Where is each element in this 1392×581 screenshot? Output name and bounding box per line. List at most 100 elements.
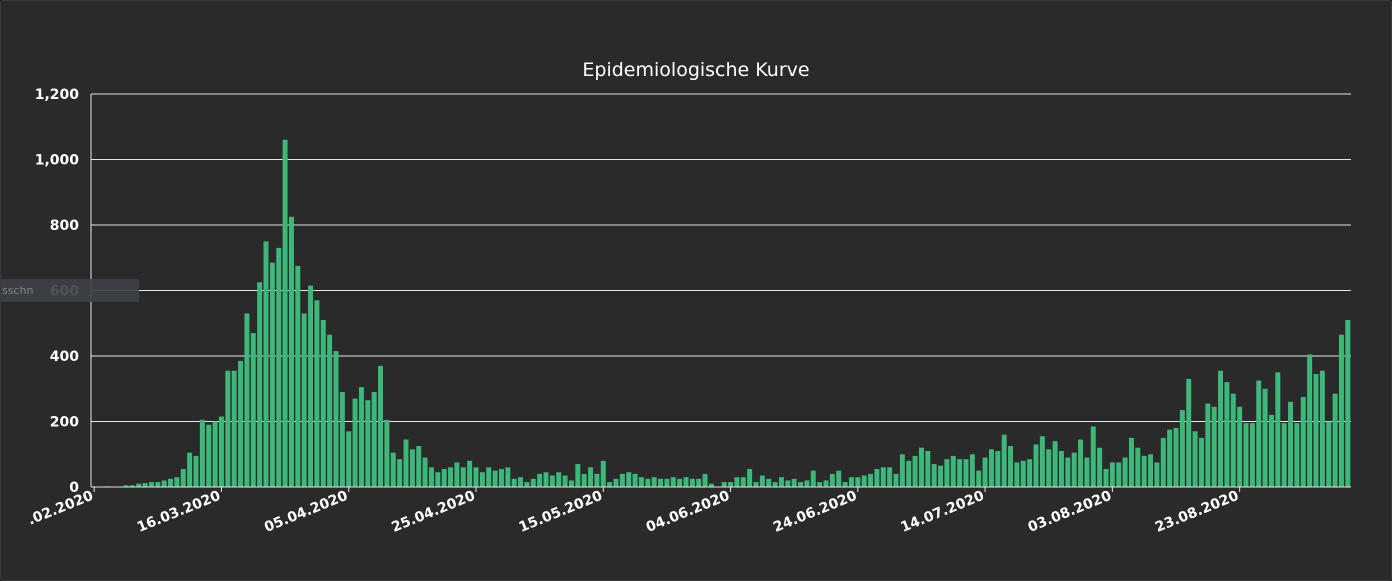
- bar[interactable]: [1262, 388, 1268, 487]
- bar[interactable]: [1186, 378, 1192, 487]
- bar[interactable]: [187, 452, 193, 487]
- bar[interactable]: [1084, 457, 1090, 487]
- bar[interactable]: [1103, 468, 1109, 487]
- bar[interactable]: [734, 477, 740, 487]
- bar[interactable]: [225, 370, 231, 487]
- bar[interactable]: [218, 416, 224, 487]
- bar[interactable]: [422, 457, 428, 487]
- bar[interactable]: [1307, 354, 1313, 487]
- bar[interactable]: [1256, 380, 1262, 487]
- bar[interactable]: [371, 392, 377, 487]
- bar[interactable]: [912, 455, 918, 487]
- bar[interactable]: [180, 468, 186, 487]
- bar[interactable]: [1332, 393, 1338, 487]
- bar[interactable]: [441, 468, 447, 487]
- bar[interactable]: [651, 477, 657, 487]
- bar[interactable]: [988, 449, 994, 487]
- bar[interactable]: [1288, 401, 1294, 487]
- bar[interactable]: [238, 360, 244, 487]
- bar[interactable]: [1078, 439, 1084, 487]
- bar[interactable]: [708, 483, 714, 487]
- bar[interactable]: [1154, 462, 1160, 487]
- bar[interactable]: [677, 478, 683, 487]
- bar[interactable]: [384, 419, 390, 487]
- bar[interactable]: [1071, 452, 1077, 487]
- bar[interactable]: [314, 300, 320, 487]
- bar[interactable]: [511, 478, 517, 487]
- bar[interactable]: [320, 319, 326, 487]
- bar[interactable]: [1211, 406, 1217, 487]
- bar[interactable]: [740, 477, 746, 487]
- bar[interactable]: [161, 480, 167, 487]
- bar[interactable]: [1090, 426, 1096, 487]
- bar[interactable]: [1294, 423, 1300, 487]
- bar[interactable]: [467, 460, 473, 487]
- bar[interactable]: [492, 470, 498, 488]
- bar[interactable]: [199, 419, 205, 487]
- bar[interactable]: [632, 473, 638, 487]
- bar[interactable]: [810, 470, 816, 488]
- bar[interactable]: [626, 472, 632, 487]
- bar[interactable]: [1097, 447, 1103, 487]
- bar[interactable]: [1249, 423, 1255, 487]
- bar[interactable]: [969, 454, 975, 487]
- bar[interactable]: [308, 285, 314, 487]
- bar[interactable]: [1058, 450, 1064, 487]
- bar[interactable]: [728, 482, 734, 487]
- bar[interactable]: [868, 473, 874, 487]
- bar[interactable]: [193, 455, 199, 487]
- bar[interactable]: [785, 480, 791, 487]
- bar[interactable]: [390, 452, 396, 487]
- bar[interactable]: [518, 477, 524, 487]
- bar[interactable]: [269, 262, 275, 487]
- bar[interactable]: [250, 333, 256, 487]
- bar[interactable]: [409, 449, 415, 487]
- bar[interactable]: [257, 282, 263, 487]
- bar[interactable]: [435, 472, 441, 487]
- bar[interactable]: [1224, 382, 1230, 487]
- bar[interactable]: [887, 467, 893, 487]
- bar[interactable]: [696, 478, 702, 487]
- bar[interactable]: [1167, 429, 1173, 487]
- bar[interactable]: [448, 467, 454, 487]
- bar[interactable]: [282, 139, 288, 487]
- bar[interactable]: [747, 468, 753, 487]
- bar[interactable]: [1218, 370, 1224, 487]
- bar[interactable]: [454, 462, 460, 487]
- bar[interactable]: [537, 473, 543, 487]
- bar[interactable]: [1109, 462, 1115, 487]
- bar[interactable]: [403, 439, 409, 487]
- bar[interactable]: [562, 475, 568, 487]
- bar[interactable]: [1338, 334, 1344, 487]
- bar[interactable]: [1148, 454, 1154, 487]
- bar[interactable]: [1128, 437, 1134, 488]
- bar[interactable]: [670, 477, 676, 487]
- bar[interactable]: [995, 450, 1001, 487]
- bar[interactable]: [581, 473, 587, 487]
- bar[interactable]: [855, 477, 861, 487]
- bar[interactable]: [568, 480, 574, 487]
- bar[interactable]: [1345, 319, 1351, 487]
- bar[interactable]: [174, 477, 180, 487]
- bar[interactable]: [212, 421, 218, 488]
- bar[interactable]: [352, 398, 358, 487]
- bar[interactable]: [817, 482, 823, 487]
- bar[interactable]: [473, 467, 479, 487]
- bar[interactable]: [1008, 446, 1014, 487]
- bar[interactable]: [607, 482, 613, 487]
- bar[interactable]: [759, 475, 765, 487]
- bar[interactable]: [778, 477, 784, 487]
- bar[interactable]: [1243, 423, 1249, 487]
- bar[interactable]: [148, 482, 154, 487]
- bar[interactable]: [899, 454, 905, 487]
- bar[interactable]: [1141, 455, 1147, 487]
- bar[interactable]: [1300, 396, 1306, 487]
- bar[interactable]: [804, 480, 810, 487]
- bar[interactable]: [460, 467, 466, 487]
- bar[interactable]: [365, 400, 371, 487]
- bar[interactable]: [638, 477, 644, 487]
- bar[interactable]: [575, 464, 581, 487]
- bar[interactable]: [301, 313, 307, 487]
- bar[interactable]: [950, 455, 956, 487]
- bar[interactable]: [861, 475, 867, 487]
